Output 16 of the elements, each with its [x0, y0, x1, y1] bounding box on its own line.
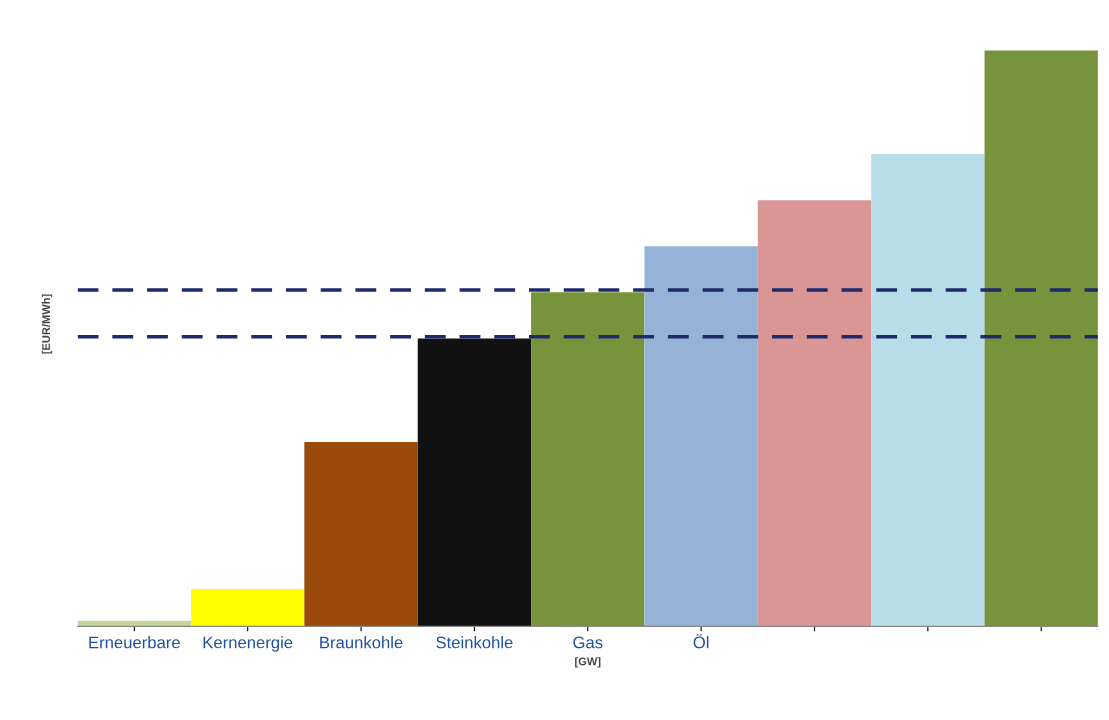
bar	[871, 154, 985, 627]
bar	[417, 338, 532, 627]
x-tick-label: Steinkohle	[436, 636, 513, 649]
y-axis-title: [EUR/MWh]	[41, 294, 53, 354]
x-tick-label: Erneuerbare	[89, 636, 180, 649]
x-axis-title: [GW]	[575, 657, 601, 668]
bar	[190, 588, 305, 627]
x-tick-label: Braunkohle	[320, 636, 403, 649]
bar	[531, 292, 645, 627]
bar	[984, 50, 1098, 627]
bar	[644, 246, 758, 627]
bar	[757, 200, 872, 627]
x-tick-label: Kernenergie	[203, 636, 293, 652]
x-tick-label: Öl	[693, 634, 709, 649]
bar	[304, 442, 418, 627]
x-tick-label: Gas	[573, 636, 603, 649]
